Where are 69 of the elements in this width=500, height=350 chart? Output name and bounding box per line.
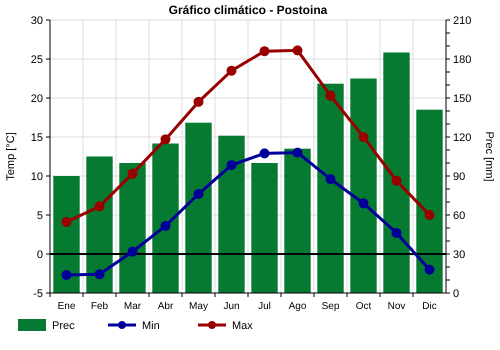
x-tick-label: Jun [223, 301, 240, 312]
y2-axis-title: Prec [mm] [483, 131, 495, 182]
y2-tick-label: 180 [453, 54, 472, 66]
point [94, 201, 104, 212]
x-tick-label: Ene [58, 301, 76, 312]
point [326, 90, 336, 101]
point [226, 160, 236, 170]
y-axis-title: Temp [°C] [5, 132, 17, 181]
point [358, 198, 368, 208]
point [292, 45, 302, 56]
bar [284, 148, 311, 293]
x-tick-label: Nov [388, 301, 406, 312]
point [128, 168, 138, 179]
point [194, 188, 204, 199]
legend-label: Max [232, 320, 254, 332]
point [260, 46, 270, 56]
point [260, 148, 270, 158]
bar [383, 52, 410, 293]
bar [218, 136, 245, 293]
legend-label: Prec [52, 320, 76, 332]
chart-title: Gráfico climático - Postoina [168, 3, 328, 17]
y2-tick-label: 210 [453, 15, 472, 27]
bar [317, 84, 344, 293]
y-tick-label: 5 [36, 210, 43, 222]
x-tick-label: Feb [90, 301, 109, 312]
point [62, 270, 72, 280]
bar [53, 176, 80, 293]
y-tick-label: 20 [30, 93, 43, 105]
y-tick-label: 0 [36, 249, 43, 261]
x-tick-label: Abr [158, 301, 174, 312]
point [392, 228, 402, 238]
y-tick-label: 15 [30, 132, 43, 144]
x-tick-label: Ago [288, 301, 307, 312]
x-tick-label: Mar [124, 301, 142, 312]
point [292, 148, 302, 158]
point [128, 246, 138, 257]
point [160, 220, 170, 231]
point [424, 264, 434, 275]
y-tick-label: 30 [30, 15, 43, 27]
y2-tick-label: 30 [453, 249, 466, 261]
y-tick-label: 10 [30, 171, 43, 183]
bar [416, 110, 443, 293]
bar [185, 122, 212, 293]
point [326, 174, 336, 184]
point [226, 66, 236, 76]
point [160, 134, 170, 144]
bar [251, 163, 278, 293]
x-tick-label: Dic [422, 301, 437, 312]
y2-tick-label: 120 [453, 132, 472, 144]
y2-tick-label: 0 [453, 288, 460, 300]
y2-tick-label: 60 [453, 210, 466, 222]
bar [350, 78, 377, 293]
y2-tick-label: 90 [453, 171, 466, 183]
point [424, 210, 434, 220]
y-tick-label: -5 [33, 288, 43, 300]
x-tick-label: Jul [258, 301, 271, 312]
y-tick-label: 25 [30, 54, 43, 66]
y2-tick-label: 150 [453, 93, 472, 105]
x-tick-label: Oct [356, 301, 372, 312]
bar [152, 144, 179, 293]
x-tick-label: May [189, 301, 208, 312]
point [392, 176, 402, 186]
point [62, 217, 72, 228]
legend-label: Min [142, 320, 160, 332]
x-tick-label: Sep [322, 301, 340, 312]
point [194, 96, 204, 107]
bar [119, 163, 146, 293]
point [358, 132, 368, 142]
point [94, 269, 104, 280]
